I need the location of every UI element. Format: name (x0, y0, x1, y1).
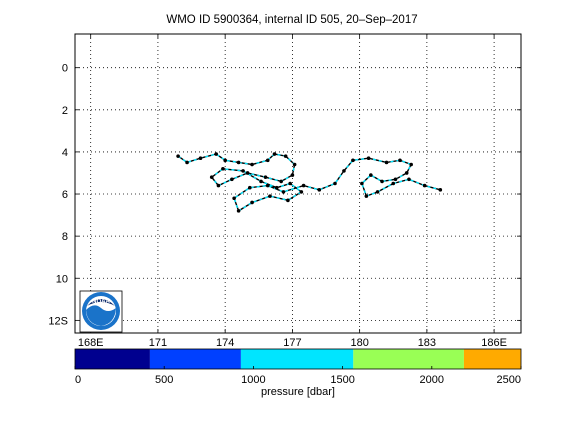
profile-point (288, 181, 292, 186)
profile-point (214, 152, 218, 156)
x-axis: 168E 171 174 177 180 183 186E (78, 34, 507, 349)
colorbar-frame (74, 348, 522, 370)
profile-point (333, 181, 337, 186)
profile-point (209, 175, 214, 179)
float-trajectory (177, 153, 441, 212)
profile-point (375, 190, 380, 194)
profile-point (281, 190, 286, 194)
profile-point (221, 166, 225, 171)
profile-point (404, 171, 409, 175)
x-tick-label: 174 (216, 337, 234, 349)
profile-point (342, 169, 346, 173)
y-tick-label: 12S (48, 315, 68, 327)
profile-point (351, 158, 355, 163)
y-tick-label: 8 (62, 231, 68, 243)
trajectory-line (177, 153, 441, 212)
colorbar-ticks: 0 500 1000 1500 2000 2500 (74, 366, 522, 386)
colorbar-tick-label: 500 (155, 374, 173, 386)
plot-area (75, 34, 521, 333)
profile-point (317, 188, 322, 192)
profile-point (279, 179, 283, 184)
profile-point (274, 185, 279, 190)
colorbar (74, 348, 522, 370)
y-tick-label: 6 (62, 189, 68, 201)
x-tick-label: 177 (283, 337, 301, 349)
profile-point (216, 183, 221, 188)
colorbar-tick-label: 1500 (330, 374, 354, 386)
profile-point (301, 183, 306, 188)
profile-point (292, 162, 297, 167)
profile-markers (176, 152, 443, 213)
y-tick-label: 0 (62, 63, 68, 75)
colorbar-tick-label: 2000 (420, 374, 444, 386)
profile-point (236, 209, 241, 213)
profile-point (364, 194, 369, 198)
plot-frame (74, 33, 522, 334)
y-tick-label: 2 (62, 105, 68, 117)
x-tick-label: 171 (149, 337, 167, 349)
profile-point (438, 188, 443, 192)
profile-point (176, 154, 180, 158)
x-tick-label: 186E (481, 337, 507, 349)
profile-point (265, 183, 270, 188)
x-tick-label: 168E (78, 337, 104, 349)
profile-point (230, 177, 234, 182)
chart-title: WMO ID 5900364, internal ID 505, 20–Sep–… (166, 14, 417, 26)
colorbar-band (149, 349, 241, 369)
profile-point (223, 158, 227, 163)
profile-point (245, 171, 250, 175)
profile-point (248, 185, 252, 190)
profile-point (185, 160, 189, 165)
profile-point (250, 200, 254, 205)
profile-point (290, 173, 295, 177)
y-axis: 0 2 4 6 8 10 12S (48, 63, 521, 327)
logo-text: NOAA (92, 299, 110, 305)
profile-point (422, 183, 427, 188)
colorbar-band (75, 349, 150, 369)
profile-point (232, 196, 236, 201)
profile-point (265, 158, 270, 163)
profile-point (259, 179, 263, 184)
profile-point (360, 181, 364, 186)
colorbar-tick-label: 0 (75, 374, 81, 386)
profile-point (409, 162, 413, 167)
x-tick-label: 180 (350, 337, 368, 349)
profile-point (384, 160, 389, 165)
profile-point (263, 175, 268, 179)
colorbar-band (240, 349, 354, 369)
colorbar-band (353, 349, 464, 369)
profile-point (380, 179, 384, 184)
profile-point (369, 173, 373, 177)
colorbar-tick-label: 2500 (497, 374, 521, 386)
profile-point (286, 198, 290, 203)
profile-point (236, 160, 241, 165)
colorbar-label: pressure [dbar] (261, 386, 335, 398)
profile-point (366, 156, 371, 161)
colorbar-band (463, 349, 521, 369)
profile-point (250, 162, 254, 167)
profile-point (407, 177, 411, 182)
profile-point (398, 158, 402, 163)
y-tick-label: 10 (56, 273, 68, 285)
colorbar-tick-label: 1000 (241, 374, 265, 386)
y-tick-label: 4 (62, 147, 68, 159)
profile-point (391, 181, 396, 186)
profile-point (393, 177, 398, 182)
profile-point (272, 152, 277, 156)
profile-point (241, 169, 245, 173)
noaa-logo: NOAA (79, 290, 123, 333)
profile-point (268, 194, 272, 198)
x-tick-label: 183 (418, 337, 436, 349)
profile-point (299, 190, 304, 194)
profile-point (198, 156, 203, 161)
profile-point (283, 154, 288, 158)
